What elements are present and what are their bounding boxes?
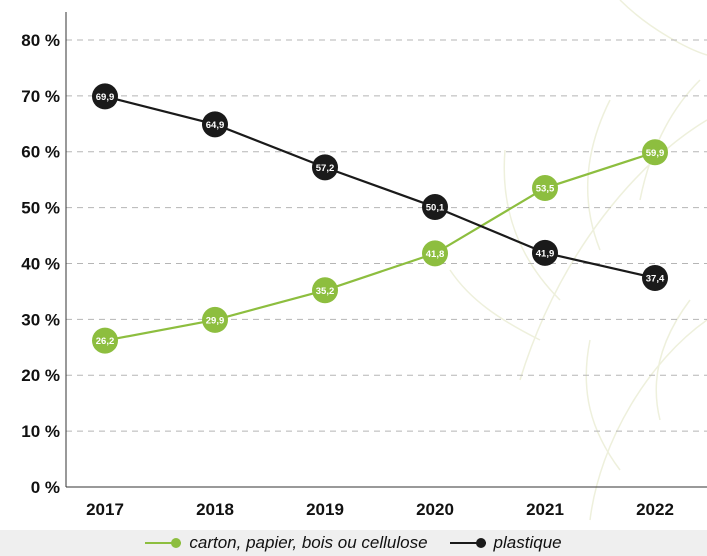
data-point	[422, 194, 448, 221]
data-point	[92, 327, 118, 354]
data-label: 26,2	[96, 336, 115, 347]
data-point	[202, 306, 228, 333]
series-layer: 26,2 29,9 35,2 41,8 53,5 59,9 69,9 64,9 57,2 50,1…	[92, 83, 668, 354]
legend-swatch-plastique	[449, 537, 486, 549]
x-axis-ticks: 2017 2018 2019 2020 2021 2022	[86, 500, 674, 519]
legend-label-plastique: plastique	[493, 533, 562, 552]
data-label: 57,2	[316, 163, 335, 174]
data-point	[642, 265, 668, 291]
y-tick-label: 0 %	[31, 478, 60, 497]
data-label: 41,8	[426, 249, 445, 260]
data-point	[202, 111, 228, 138]
y-tick-label: 50 %	[21, 199, 60, 218]
x-tick-label: 2018	[196, 500, 234, 519]
series-line-1	[104, 95, 656, 280]
data-label: 59,9	[646, 148, 665, 159]
legend: carton, papier, bois ou cellulose plasti…	[0, 530, 707, 556]
data-label: 69,9	[96, 92, 115, 103]
data-point	[312, 277, 338, 304]
x-tick-label: 2022	[636, 500, 674, 519]
data-point	[532, 239, 558, 266]
legend-item-plastique: plastique	[449, 533, 562, 553]
series-1: 69,9 64,9 57,2 50,1 41,9 37,4	[92, 83, 668, 291]
series-line-0	[104, 151, 656, 342]
y-tick-label: 70 %	[21, 87, 60, 106]
data-label: 37,4	[646, 274, 665, 285]
data-label: 53,5	[536, 184, 555, 195]
data-point	[642, 139, 668, 166]
y-tick-label: 30 %	[21, 310, 60, 329]
data-label: 50,1	[426, 203, 445, 214]
y-tick-label: 10 %	[21, 422, 60, 441]
legend-item-carton: carton, papier, bois ou cellulose	[145, 533, 428, 553]
series-0: 26,2 29,9 35,2 41,8 53,5 59,9	[92, 139, 668, 354]
legend-swatch-carton	[145, 537, 182, 549]
y-axis-ticks: 0 % 10 % 20 % 30 % 40 % 50 % 60 % 70 % 80 %	[21, 31, 60, 497]
data-label: 64,9	[206, 120, 225, 131]
x-tick-label: 2020	[416, 500, 454, 519]
y-tick-label: 60 %	[21, 143, 60, 162]
y-tick-label: 20 %	[21, 366, 60, 385]
x-tick-label: 2019	[306, 500, 344, 519]
grid-lines	[66, 39, 707, 432]
background-leaves-decoration	[449, 0, 707, 521]
y-tick-label: 40 %	[21, 254, 60, 273]
x-tick-label: 2017	[86, 500, 124, 519]
data-point	[312, 154, 338, 181]
data-label: 35,2	[316, 286, 335, 297]
y-tick-label: 80 %	[21, 31, 60, 50]
data-point	[422, 240, 448, 267]
legend-label-carton: carton, papier, bois ou cellulose	[189, 533, 428, 552]
data-point	[92, 83, 118, 110]
data-point	[532, 175, 558, 202]
line-chart: 0 % 10 % 20 % 30 % 40 % 50 % 60 % 70 % 80 % 2017…	[21, 0, 707, 521]
data-label: 29,9	[206, 315, 225, 326]
data-label: 41,9	[536, 248, 555, 259]
x-tick-label: 2021	[526, 500, 564, 519]
axes	[65, 12, 707, 488]
